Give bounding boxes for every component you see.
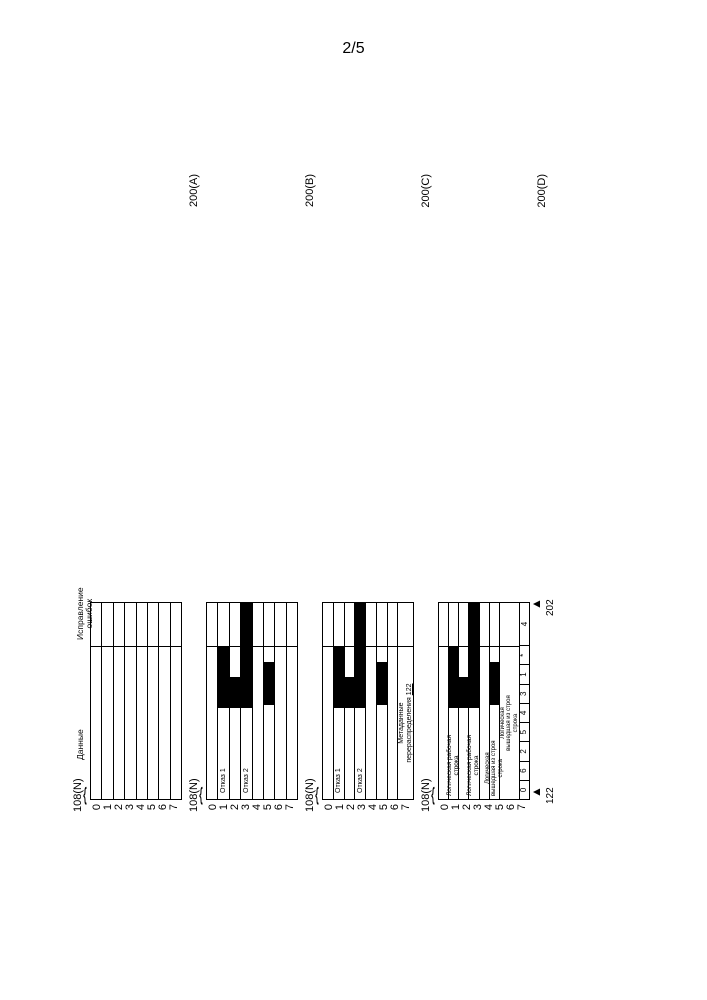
arrow-up-icon: ▲ [530,598,542,610]
row-indices: 01234567 [90,800,182,820]
row-label: Отказ 2 [243,768,250,793]
row-label: Отказ 2 [357,768,364,793]
row-label: Метаданныеперераспределения 122 [398,684,413,763]
panel-b: 108(N) ⏞ 01234567 Отказ 1 Отказ 2 200(B) [206,180,298,820]
row-indices: 01234567 [206,800,298,820]
panel-id-a: 200(A) [188,174,200,207]
grid-a [90,602,182,800]
grid-d: Логическая рабочая строка Логическая раб… [438,602,530,800]
panel-id-b: 200(B) [304,174,316,207]
panel-id-c: 200(C) [420,174,432,208]
row-label: Отказ 1 [220,768,227,793]
grid-b: Отказ 1 Отказ 2 [206,602,298,800]
arrow-label-202: 202 [545,599,556,616]
panel-c: 108(N) ⏞ 01234567 Отказ 1 Отказ 2 Метада… [322,180,414,820]
grid-c: Отказ 1 Отказ 2 Метаданныеперераспределе… [322,602,414,800]
panel-id-d: 200(D) [536,174,548,208]
row-indices: 01234567 [322,800,414,820]
figure-2-diagram: 108(N) ⏞ Данные Исправление ошибок 01234… [50,220,690,780]
panel-d: 108(N) ⏞ 01234567 Логическая рабочая стр… [438,180,530,820]
arrow-label-122: 122 [545,787,556,804]
page-number: 2/5 [342,40,364,58]
row-label: Отказ 1 [335,768,342,793]
metadata-cells: 0 6 2 5 4 3 1 * [520,646,529,799]
col-header-data: Данные [76,729,85,760]
row-label: Логическая вышедшая из строя строка [500,695,519,751]
row-indices: 01234567 [438,800,530,820]
arrow-up-icon: ▲ [530,786,542,798]
panel-a: 108(N) ⏞ Данные Исправление ошибок 01234… [90,180,182,820]
